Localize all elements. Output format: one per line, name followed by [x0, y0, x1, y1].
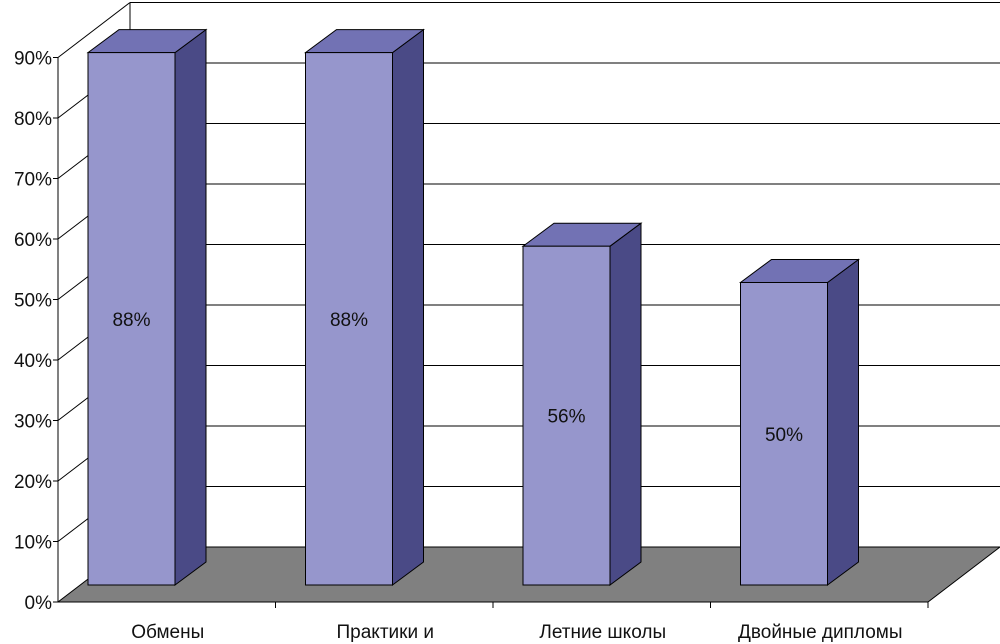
y-tick-label: 0% — [25, 593, 53, 614]
x-category-label: Летние школы — [539, 622, 666, 643]
y-tick-label: 60% — [14, 230, 52, 251]
bar — [86, 28, 208, 586]
y-tick-label: 90% — [14, 49, 52, 70]
y-tick-label: 20% — [14, 472, 52, 493]
x-axis-labels: Обмены Практики и Летние школы Двойные дипл… — [131, 602, 929, 643]
bars — [86, 28, 861, 586]
x-category-label: Двойные дипломы — [738, 622, 903, 643]
x-category-label: Практики и — [337, 622, 434, 643]
y-tick-label: 30% — [14, 412, 52, 433]
x-category-label: Обмены — [131, 622, 204, 643]
data-labels: 88% 88% 56% 50% — [112, 310, 803, 446]
bar-front-face — [740, 282, 828, 586]
bar-side-face — [392, 28, 424, 586]
bar-side-face — [609, 222, 642, 586]
bar-front-face — [305, 52, 393, 586]
bar — [521, 222, 643, 586]
y-tick-label: 70% — [14, 170, 52, 191]
y-tick-label: 80% — [14, 109, 52, 130]
data-label: 88% — [330, 310, 368, 331]
bar — [303, 28, 426, 586]
gridline-side — [57, 2, 131, 58]
y-tick-label: 50% — [14, 291, 52, 312]
bar-front-face — [87, 52, 176, 586]
bar-side-face — [827, 258, 859, 586]
bar-front-face — [522, 245, 611, 586]
bar-side-face — [174, 28, 207, 586]
y-axis-ticks: 0% 10% 20% 30% 40% 50% 60% 70% 80% 90% — [14, 49, 58, 614]
data-label: 50% — [765, 425, 803, 446]
data-label: 56% — [547, 407, 585, 428]
data-label: 88% — [112, 310, 150, 331]
y-tick-label: 10% — [14, 533, 52, 554]
y-tick-label: 40% — [14, 351, 52, 372]
bar — [738, 258, 861, 586]
